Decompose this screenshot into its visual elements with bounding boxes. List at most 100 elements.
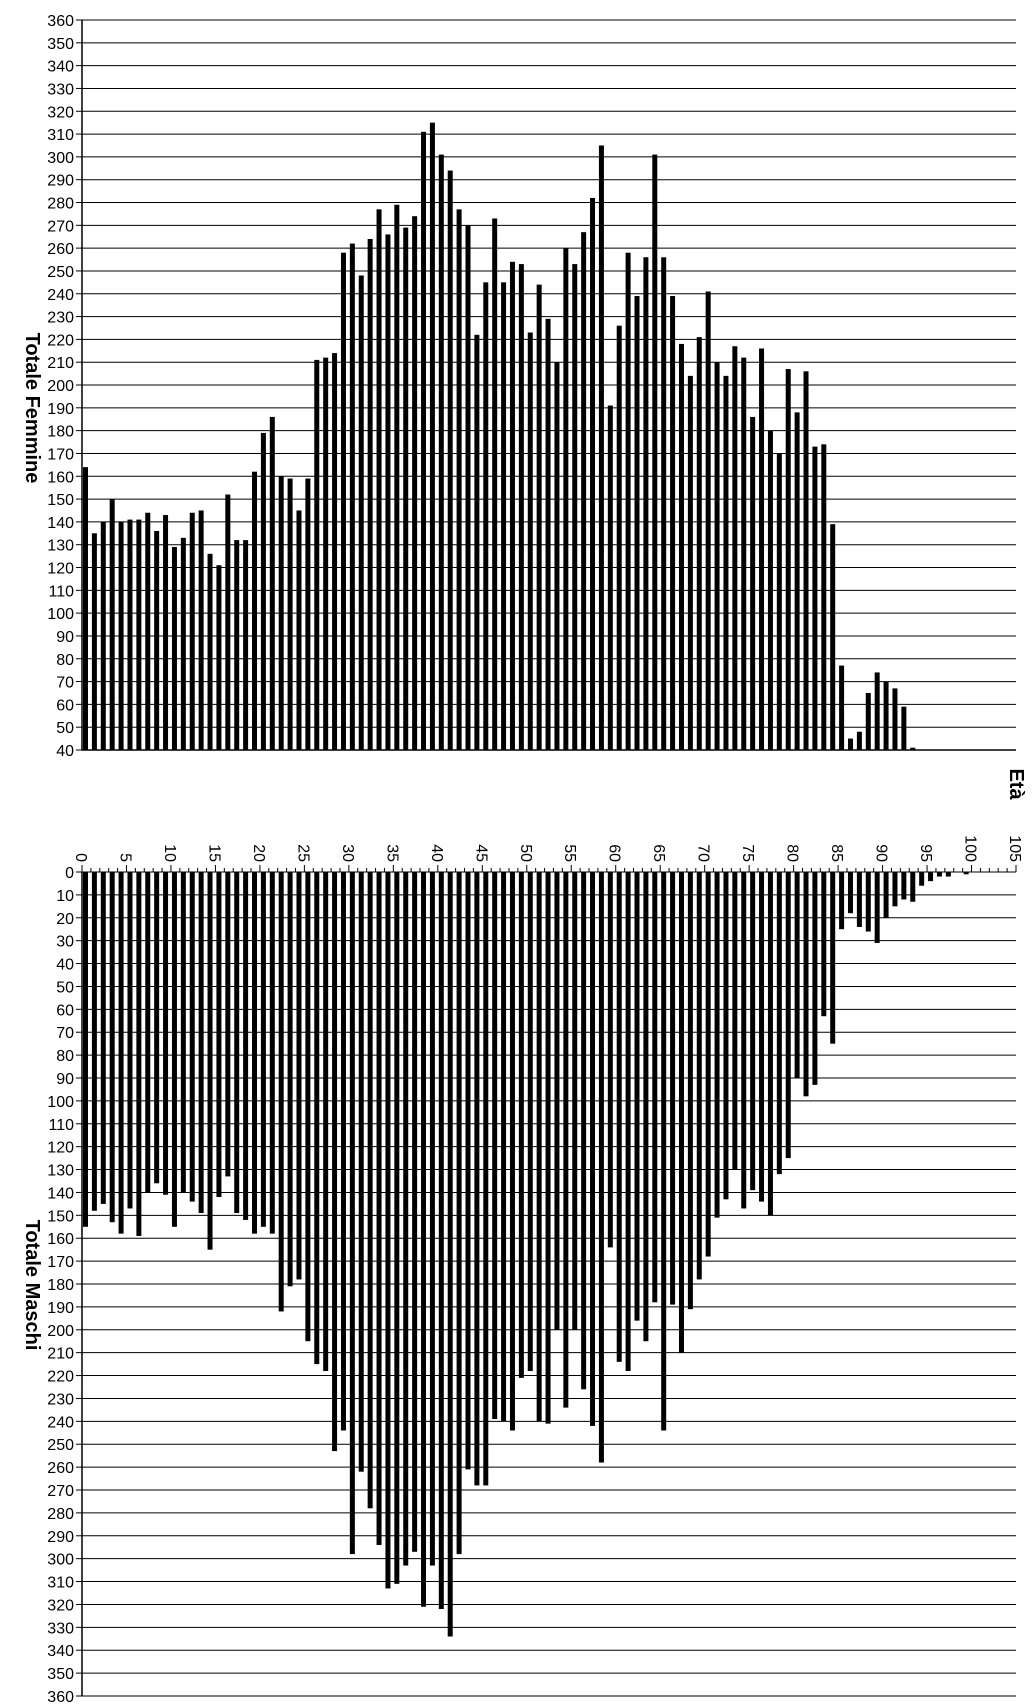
male-bar — [340, 872, 346, 1431]
female-y-tick-label: 350 — [47, 36, 74, 53]
female-bar — [785, 369, 791, 750]
male-bar — [358, 872, 364, 1472]
male-y-tick-label: 260 — [47, 1460, 74, 1477]
female-bar — [776, 453, 782, 750]
male-y-tick-label: 170 — [47, 1254, 74, 1271]
female-bar — [207, 553, 213, 750]
female-bar — [83, 467, 88, 750]
female-y-tick-label: 160 — [47, 469, 74, 486]
female-y-tick-label: 90 — [56, 629, 74, 646]
male-bar — [127, 872, 133, 1209]
female-y-tick-label: 150 — [47, 492, 74, 509]
male-x-tick-label: 65 — [650, 844, 667, 862]
male-bar — [234, 872, 240, 1214]
female-bar — [412, 216, 418, 750]
female-chart-y-tick-labels: 40 50 60 70 80 90 100 110 120 130 140 150 160 170 180 1… — [47, 13, 74, 760]
male-bar — [598, 872, 604, 1463]
female-y-tick-label: 190 — [47, 401, 74, 418]
female-bar — [625, 252, 631, 750]
female-bar — [563, 248, 569, 750]
female-y-tick-label: 340 — [47, 59, 74, 76]
male-bar — [723, 872, 729, 1200]
female-bar — [607, 405, 613, 750]
male-y-tick-label: 140 — [47, 1185, 74, 1202]
male-y-tick-label: 20 — [56, 911, 74, 928]
female-bar — [803, 371, 809, 750]
female-bar — [100, 521, 106, 750]
male-y-tick-label: 30 — [56, 934, 74, 951]
male-x-tick-label: 85 — [828, 844, 845, 862]
male-bar — [545, 872, 551, 1424]
female-y-tick-label: 70 — [56, 675, 74, 692]
male-bar — [171, 872, 177, 1227]
male-y-tick-label: 300 — [47, 1552, 74, 1569]
male-chart-x-tick-labels: 0 5 10 15 20 25 30 35 40 45 50 55 60 65 70 75 80 85 90 95 10… — [72, 835, 1023, 862]
male-bar — [865, 872, 871, 932]
male-bar — [109, 872, 115, 1223]
male-y-tick-label: 280 — [47, 1506, 74, 1523]
female-bar — [171, 546, 177, 750]
male-bar — [821, 872, 827, 1017]
male-bar — [919, 872, 925, 886]
male-x-tick-label: 105 — [1006, 835, 1023, 862]
female-bar — [705, 291, 711, 750]
male-bar — [376, 872, 382, 1545]
male-y-tick-label: 120 — [47, 1140, 74, 1157]
male-bar — [91, 872, 97, 1211]
male-x-tick-label: 40 — [428, 844, 445, 862]
male-y-tick-label: 50 — [56, 979, 74, 996]
male-bar — [305, 872, 311, 1342]
female-y-tick-label: 120 — [47, 561, 74, 578]
male-bar — [367, 872, 373, 1509]
female-y-tick-label: 310 — [47, 127, 74, 144]
male-bar — [856, 872, 862, 927]
male-bar — [225, 872, 231, 1177]
male-y-tick-label: 320 — [47, 1597, 74, 1614]
male-y-tick-label: 40 — [56, 957, 74, 974]
female-y-tick-label: 270 — [47, 218, 74, 235]
female-bar — [447, 170, 453, 750]
male-bar — [696, 872, 702, 1280]
male-x-tick-label: 55 — [561, 844, 578, 862]
male-x-tick-label: 95 — [917, 844, 934, 862]
male-bar — [776, 872, 782, 1175]
male-bar — [705, 872, 711, 1257]
male-bar — [207, 872, 213, 1250]
female-bar — [474, 334, 480, 750]
male-bar — [349, 872, 355, 1555]
female-y-tick-label: 130 — [47, 538, 74, 555]
female-bar — [581, 232, 587, 750]
female-bar — [429, 122, 435, 750]
male-bar — [412, 872, 418, 1552]
male-bar — [794, 872, 800, 1078]
female-bar — [545, 318, 551, 750]
female-bar — [616, 325, 622, 750]
male-bar — [198, 872, 204, 1214]
female-y-tick-label: 240 — [47, 287, 74, 304]
male-x-tick-label: 20 — [250, 844, 267, 862]
male-bar — [100, 872, 106, 1204]
male-y-tick-label: 160 — [47, 1231, 74, 1248]
male-bar — [785, 872, 791, 1159]
male-bar — [928, 872, 934, 882]
male-y-tick-label: 330 — [47, 1620, 74, 1637]
male-bar — [607, 872, 613, 1248]
female-bar — [874, 672, 880, 750]
female-bar — [741, 357, 747, 750]
female-bar — [198, 510, 204, 750]
male-bar — [661, 872, 667, 1431]
female-bar — [225, 494, 231, 750]
female-y-tick-label: 260 — [47, 241, 74, 258]
male-bar — [678, 872, 684, 1353]
male-bar — [839, 872, 845, 930]
female-bar — [91, 533, 97, 750]
female-bar — [830, 524, 836, 750]
female-bar — [492, 218, 498, 750]
male-bar — [901, 872, 907, 900]
female-bar — [278, 476, 284, 750]
female-bar — [678, 343, 684, 750]
female-bar — [536, 284, 542, 750]
female-bar — [518, 264, 524, 750]
male-bar — [501, 872, 507, 1422]
female-bar — [794, 412, 800, 750]
